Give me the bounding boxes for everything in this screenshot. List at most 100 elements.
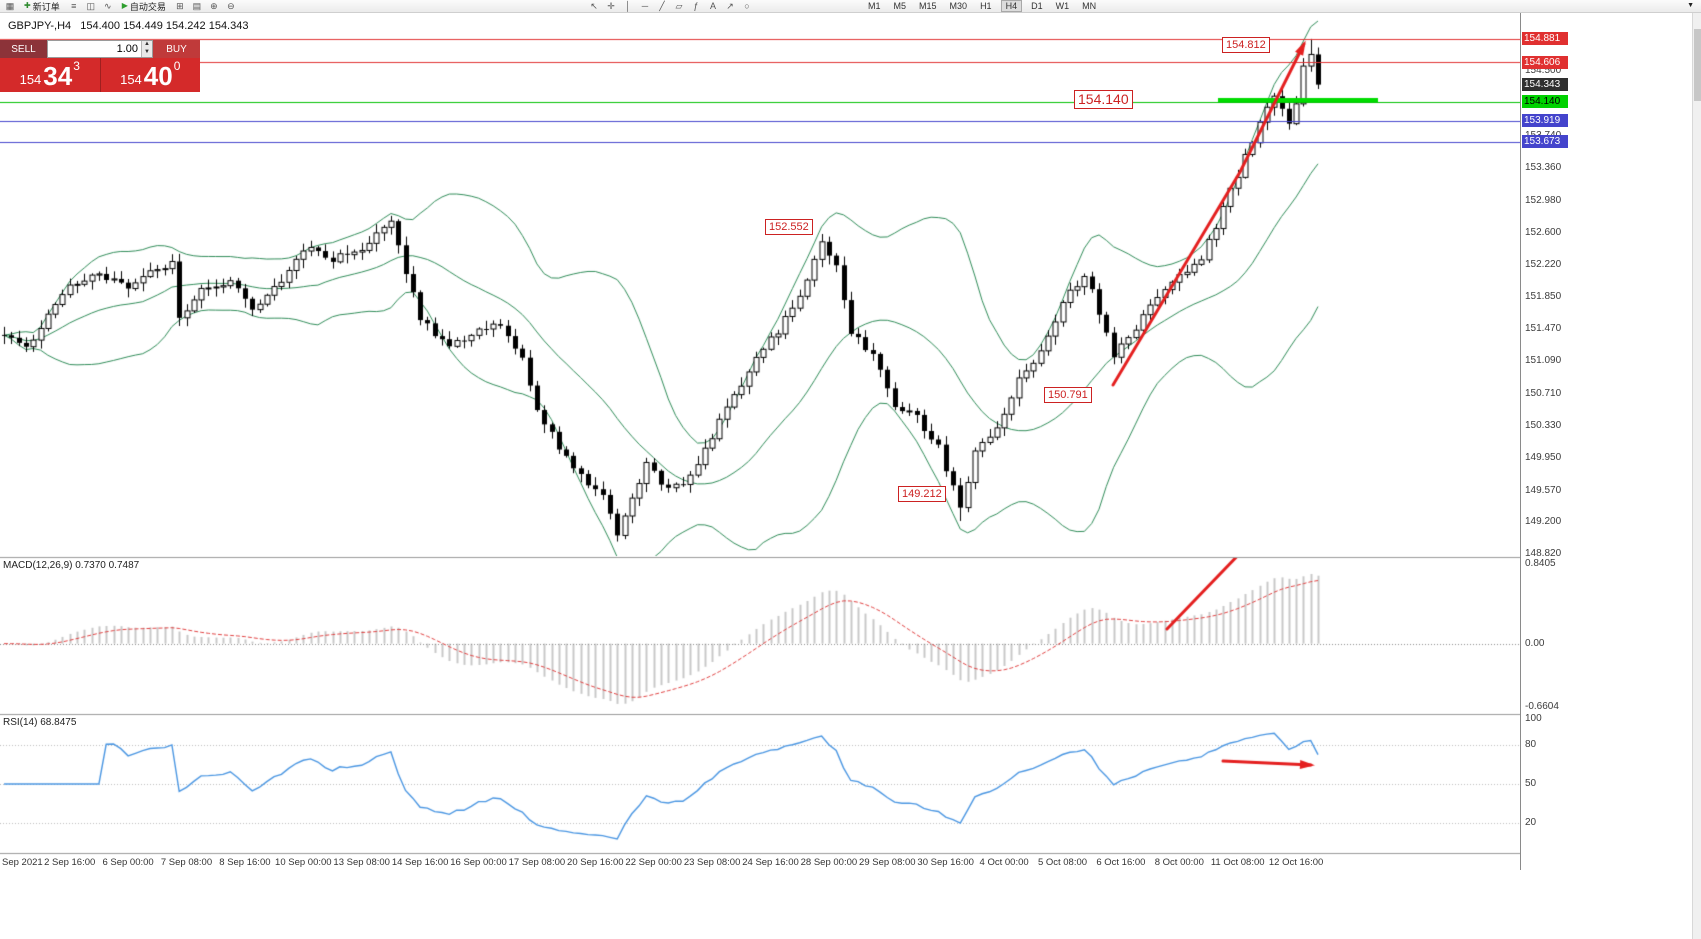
crosshair-icon[interactable]: ✛ xyxy=(607,0,615,11)
new-order-button-icon: ✚ xyxy=(24,1,31,10)
price-tick-151.090: 151.090 xyxy=(1525,355,1562,367)
trade-panel-controls-row: SELL 1.00 ▲ ▼ BUY xyxy=(0,40,200,58)
timeframe-button-m1[interactable]: M1 xyxy=(868,1,881,11)
price-tick-152.220: 152.220 xyxy=(1525,259,1562,271)
new-order-button[interactable]: ✚ 新订单 xyxy=(21,1,63,12)
cursor-icon[interactable]: ↖ xyxy=(590,0,598,11)
symbol-period-label: GBPJPY-,H4 xyxy=(8,20,72,32)
time-label: 20 Sep 16:00 xyxy=(567,857,624,868)
price-tick-149.570: 149.570 xyxy=(1525,484,1562,496)
fibonacci-icon[interactable]: ƒ xyxy=(693,1,699,11)
chart-layout-icon[interactable]: ▦ xyxy=(5,0,15,11)
autotrade-button[interactable]: ▶ 自动交易 xyxy=(119,1,169,12)
price-level-label-153.919: 153.919 xyxy=(1522,114,1568,128)
buy-price-pips: 40 xyxy=(143,61,173,91)
volume-spinner: ▲ ▼ xyxy=(141,41,152,57)
trade-panel-prices-row: 154 34 3 154 40 0 xyxy=(0,58,200,92)
new-chart-icon[interactable]: ⊞ xyxy=(176,0,184,11)
time-label: Sep 2021 xyxy=(2,857,43,868)
toolbar-group-timeframes: M1 M5 M15 M30 H1 H4 D1 W1 MN xyxy=(864,0,1100,12)
buy-price-button[interactable]: 154 40 0 xyxy=(101,58,201,92)
channel-icon[interactable]: ▱ xyxy=(675,0,683,11)
toolbar-group-drawing: ↖ ✛ │ ─ ╱ ▱ ƒ A ↗ ○ xyxy=(588,0,753,12)
price-annotation-152.552[interactable]: 152.552 xyxy=(765,219,813,235)
time-label: 8 Sep 16:00 xyxy=(219,857,271,868)
volume-down-button[interactable]: ▼ xyxy=(142,49,152,57)
timeframe-button-h1[interactable]: H1 xyxy=(980,1,992,11)
time-label: 8 Oct 00:00 xyxy=(1154,857,1204,868)
timeframe-button-w1[interactable]: W1 xyxy=(1055,1,1070,11)
ohlc-values: 154.400 154.449 154.242 154.343 xyxy=(80,20,249,32)
vertical-scrollbar[interactable] xyxy=(1692,13,1701,939)
autotrade-button-label: 自动交易 xyxy=(129,1,166,12)
price-tick-148.820: 148.820 xyxy=(1525,548,1562,560)
price-tick-150.710: 150.710 xyxy=(1525,387,1562,399)
price-axis[interactable]: 154.500153.740153.360152.980152.600152.2… xyxy=(1520,13,1569,870)
rsi-scale-50: 50 xyxy=(1525,778,1537,789)
sell-price-big-figure: 154 xyxy=(19,72,42,87)
price-chart-canvas[interactable] xyxy=(0,13,1520,870)
price-level-label-154.881: 154.881 xyxy=(1522,32,1568,46)
sell-button[interactable]: SELL xyxy=(0,40,47,58)
time-label: 10 Sep 00:00 xyxy=(275,857,332,868)
buy-button[interactable]: BUY xyxy=(153,40,200,58)
time-axis[interactable]: Sep 2021 2 Sep 16:00 6 Sep 00:00 7 Sep 08:0… xyxy=(0,853,1520,870)
time-label: 30 Sep 16:00 xyxy=(917,857,974,868)
price-tick-149.950: 149.950 xyxy=(1525,452,1562,464)
time-label: 16 Sep 00:00 xyxy=(450,857,507,868)
volume-up-button[interactable]: ▲ xyxy=(142,41,152,49)
price-tick-151.850: 151.850 xyxy=(1525,290,1562,302)
volume-input[interactable]: 1.00 ▲ ▼ xyxy=(47,40,153,58)
price-level-label-154.343: 154.343 xyxy=(1522,78,1568,92)
candlestick-chart-icon[interactable]: ◫ xyxy=(86,0,95,11)
horizontal-line-icon[interactable]: ─ xyxy=(641,1,649,11)
timeframe-button-mn[interactable]: MN xyxy=(1082,1,1097,11)
time-label: 5 Oct 08:00 xyxy=(1037,857,1088,868)
price-tick-150.330: 150.330 xyxy=(1525,419,1562,431)
new-order-button-label: 新订单 xyxy=(32,1,60,12)
time-label: 17 Sep 08:00 xyxy=(508,857,566,868)
toolbar-overflow-icon[interactable]: ▼ xyxy=(1687,2,1694,9)
buy-price-point: 0 xyxy=(173,59,181,73)
profiles-icon[interactable]: ▤ xyxy=(192,0,202,11)
sell-price-point: 3 xyxy=(73,59,80,73)
time-label: 28 Sep 00:00 xyxy=(800,857,858,868)
vertical-line-icon[interactable]: │ xyxy=(625,1,631,11)
time-label: 24 Sep 16:00 xyxy=(742,857,799,868)
text-tool-icon[interactable]: A xyxy=(709,1,716,11)
timeframe-button-m30[interactable]: M30 xyxy=(949,1,968,11)
time-label: 23 Sep 08:00 xyxy=(683,857,741,868)
price-tick-152.600: 152.600 xyxy=(1525,226,1562,238)
toolbar: ▦ ✚ 新订单 ≡ ◫ ∿ ▶ 自动交易 ⊞ ▤ ⊕ ⊖ ↖ ✛ │ ─ ╱ ▱ ƒ A ↗ ○ M1 M5 M15 M30 H… xyxy=(0,0,1701,13)
timeframe-button-m5[interactable]: M5 xyxy=(893,1,907,11)
zoom-in-icon[interactable]: ⊕ xyxy=(210,0,218,11)
bar-chart-icon[interactable]: ≡ xyxy=(71,1,77,11)
time-label: 11 Oct 08:00 xyxy=(1210,857,1265,868)
timeframe-button-d1[interactable]: D1 xyxy=(1031,1,1043,11)
price-annotation-154.140[interactable]: 154.140 xyxy=(1074,90,1133,109)
price-level-label-154.140: 154.140 xyxy=(1522,95,1568,109)
rsi-scale-20: 20 xyxy=(1525,817,1537,828)
sell-price-button[interactable]: 154 34 3 xyxy=(0,58,101,92)
price-annotation-149.212[interactable]: 149.212 xyxy=(898,486,946,502)
time-label: 12 Oct 16:00 xyxy=(1268,857,1324,868)
volume-value[interactable]: 1.00 xyxy=(116,43,138,55)
time-label: 6 Oct 16:00 xyxy=(1096,857,1146,868)
timeframe-button-m15[interactable]: M15 xyxy=(919,1,937,11)
macd-indicator-label: MACD(12,26,9) 0.7370 0.7487 xyxy=(3,560,140,571)
price-tick-151.470: 151.470 xyxy=(1525,322,1562,334)
ellipse-tool-icon[interactable]: ○ xyxy=(744,1,750,11)
arrow-tool-icon[interactable]: ↗ xyxy=(726,0,734,11)
price-annotation-150.791[interactable]: 150.791 xyxy=(1044,387,1092,403)
timeframe-button-h4[interactable]: H4 xyxy=(1000,0,1023,12)
trendline-icon[interactable]: ╱ xyxy=(659,0,665,11)
price-level-label-153.673: 153.673 xyxy=(1522,135,1568,149)
autotrade-button-icon: ▶ xyxy=(121,1,128,10)
macd-scale-min: -0.6604 xyxy=(1525,701,1559,712)
zoom-out-icon[interactable]: ⊖ xyxy=(227,0,235,11)
scrollbar-thumb[interactable] xyxy=(1694,29,1701,101)
price-tick-153.360: 153.360 xyxy=(1525,162,1562,174)
macd-scale-zero: 0.00 xyxy=(1525,637,1545,649)
line-chart-icon[interactable]: ∿ xyxy=(103,0,112,11)
price-annotation-154.812[interactable]: 154.812 xyxy=(1222,37,1270,53)
